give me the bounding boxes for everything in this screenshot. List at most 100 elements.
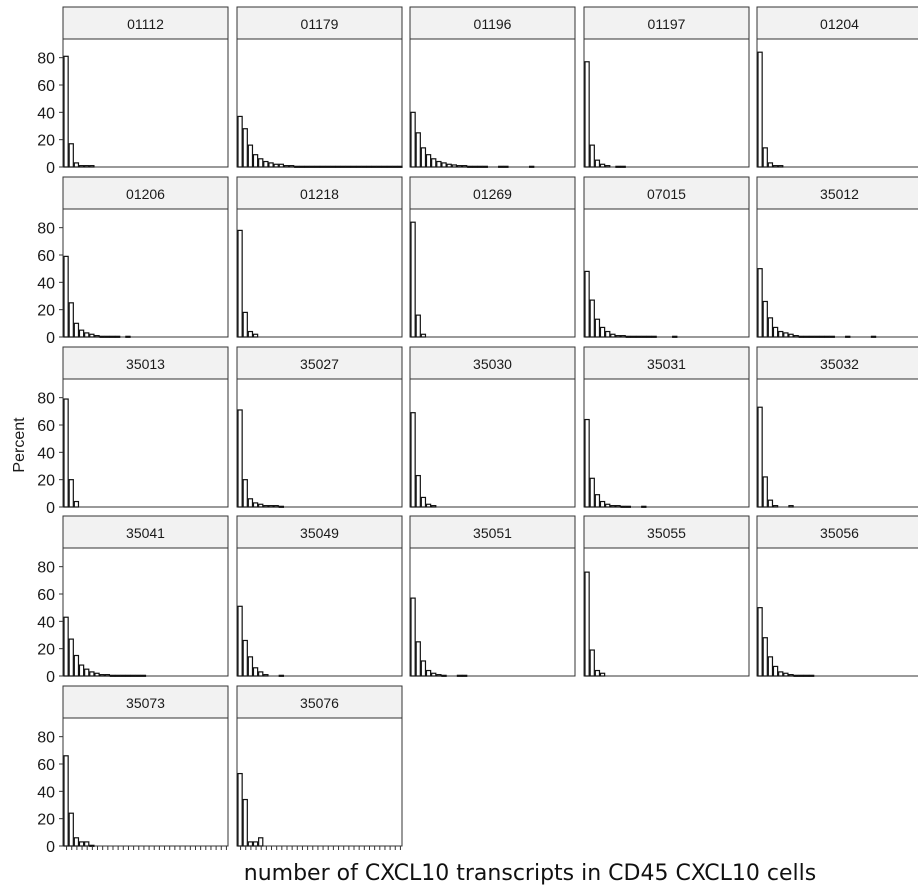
y-tick-label: 60 [37,248,55,265]
facet-panel: 35056 [756,515,918,677]
histogram-bar [392,165,398,168]
histogram-bar [104,335,111,338]
facet-strip-label: 35031 [647,356,686,372]
panel-plot-area [756,547,918,677]
histogram-bar [73,837,80,847]
panel-plot-area [62,547,229,677]
histogram-bar [620,335,626,338]
y-tick-label: 0 [46,669,55,686]
panel-plot-area [583,547,750,677]
histogram-bar [242,128,248,168]
panel-plot-area [62,208,229,338]
y-tick-label: 0 [46,839,55,856]
panel-plot-area [409,547,576,677]
histogram-bar [63,616,69,677]
facet-panel: 35031 [583,346,750,508]
facet-strip-label: 01112 [127,16,164,32]
histogram-bar [247,330,254,338]
facet-strip [583,515,750,549]
histogram-bar [114,335,121,338]
facet-strip-label: 35056 [820,525,859,541]
histogram-bar [420,496,427,508]
facet-strip-label: 01218 [300,186,339,202]
histogram-bar [651,335,657,338]
histogram-bar [252,841,259,847]
histogram-bar [641,505,647,508]
facet-strip-label: 35051 [473,525,512,541]
panel-plot-area [583,378,750,508]
histogram-bar [615,165,621,168]
histogram-bar [641,335,647,338]
panel-plot-area [236,38,403,168]
histogram-bar [503,165,509,168]
histogram-bar [425,154,432,168]
histogram-bar [381,165,388,168]
histogram-bar [263,674,269,677]
histogram-bar [845,335,851,338]
y-tick-label: 60 [37,587,55,604]
histogram-bar [767,499,774,508]
histogram-bar [386,165,393,168]
histogram-bar [498,165,504,168]
facet-strip [409,515,576,549]
histogram-bar [594,159,601,168]
facet-strip [236,346,403,380]
histogram-bar [778,330,784,338]
facet-strip [409,176,576,210]
histogram-bar [247,498,254,508]
histogram-bar [371,165,377,168]
histogram-bar [420,660,427,677]
panel-plot-area [236,208,403,338]
histogram-bar [594,318,601,338]
histogram-bar [625,505,632,508]
facet-panel: 35073 0 20 40 60 80 [37,685,229,856]
histogram-bar [798,335,805,338]
facet-panel: 35041 0 20 40 60 80 [37,515,229,686]
histogram-bar [808,335,815,338]
histogram-bar [451,164,458,168]
histogram-bar [258,837,264,847]
histogram-bar [672,335,678,338]
histogram-bar [584,418,590,508]
facet-strip-label: 35041 [126,525,165,541]
histogram-bar [589,299,595,338]
histogram-bar [350,165,357,168]
panel-plot-area [756,208,918,338]
histogram-bar [125,335,131,338]
histogram-bar [140,674,147,677]
y-tick-label: 40 [37,275,55,292]
histogram-bar [441,674,447,677]
y-tick-label: 20 [37,133,55,150]
facet-panel: 35055 [583,515,750,677]
facet-strip-label: 01196 [474,16,512,32]
histogram-bar [589,477,595,508]
histogram-bar [104,674,111,677]
facet-panel: 35027 [236,346,403,508]
y-tick-label: 60 [37,78,55,95]
histogram-bar [247,841,254,847]
facet-strip [236,515,403,549]
histogram-bar [78,165,85,168]
histogram-bar [252,667,259,677]
histogram-bar [584,571,590,677]
histogram-bar [84,668,90,677]
histogram-bar [309,165,315,168]
facet-strip [756,346,918,380]
facet-strip-label: 01197 [648,16,686,32]
histogram-bar [99,335,105,338]
histogram-bar [84,165,90,168]
facet-strip-label: 01269 [473,186,512,202]
histogram-bar [268,162,274,168]
histogram-bar [431,505,437,508]
histogram-bar [431,158,437,168]
histogram-bar [263,160,269,168]
histogram-bar [482,165,488,168]
histogram-bar [793,335,799,338]
histogram-bar [376,165,382,168]
y-tick-label: 60 [37,757,55,774]
histogram-bar [415,641,421,677]
y-tick-label: 20 [37,303,55,320]
facet-panel: 01196 [409,6,576,168]
panel-plot-area [583,38,750,168]
